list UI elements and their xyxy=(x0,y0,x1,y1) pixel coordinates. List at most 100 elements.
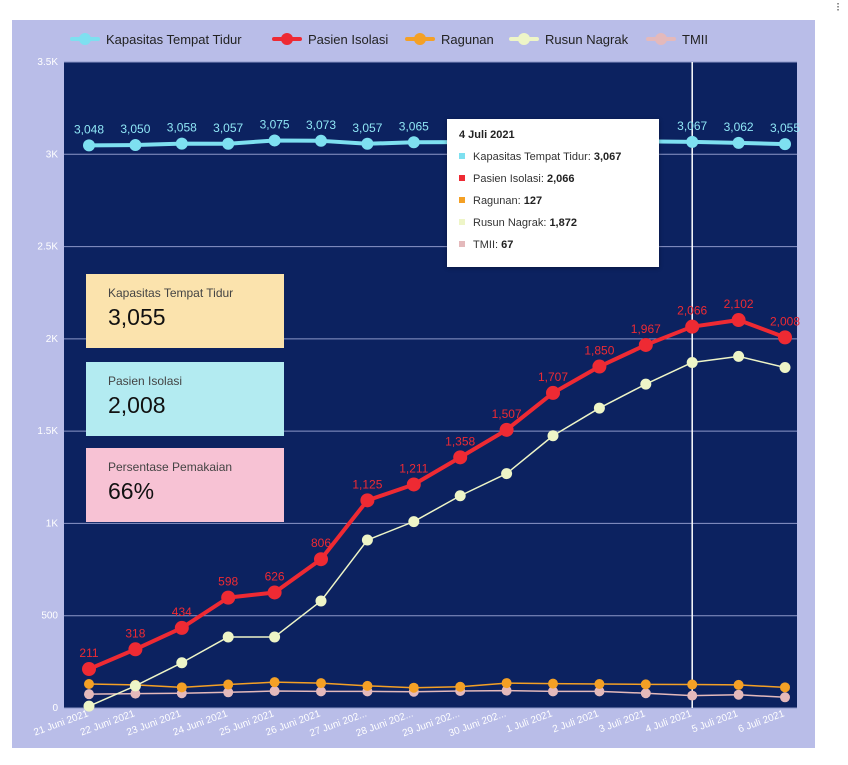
data-label: 2,066 xyxy=(677,304,707,318)
data-point xyxy=(779,361,791,373)
data-label: 3,075 xyxy=(260,117,290,131)
data-point xyxy=(732,136,745,149)
data-label: 3,057 xyxy=(352,121,382,135)
scorecard-label: Pasien Isolasi xyxy=(108,374,183,388)
data-label: 3,055 xyxy=(770,121,800,135)
data-label: 598 xyxy=(218,575,238,589)
data-label: 3,057 xyxy=(213,121,243,135)
data-label: 1,967 xyxy=(631,322,661,336)
data-point xyxy=(687,690,698,701)
data-point xyxy=(408,516,420,528)
data-point xyxy=(269,677,280,688)
y-tick-label: 3K xyxy=(46,149,59,160)
data-point xyxy=(593,402,605,414)
legend-swatch-marker xyxy=(414,33,426,45)
legend-swatch-marker xyxy=(281,33,293,45)
data-point xyxy=(175,137,188,150)
scorecard-value: 3,055 xyxy=(108,304,166,330)
x-tick-label: 5 Juli 2021 xyxy=(690,708,740,735)
tooltip-row-label: Rusun Nagrak: xyxy=(473,217,550,229)
data-point xyxy=(315,595,327,607)
data-point xyxy=(779,138,791,151)
data-label: 3,067 xyxy=(677,119,707,133)
y-tick-label: 2K xyxy=(46,334,59,345)
data-point xyxy=(640,688,651,699)
legend-swatch-marker xyxy=(518,33,530,45)
top-bar: ⁝ xyxy=(0,0,848,18)
series-swatch xyxy=(459,153,465,160)
tooltip-row: Kapasitas Tempat Tidur: 3,067 xyxy=(459,150,621,164)
data-point xyxy=(222,631,234,643)
data-point xyxy=(408,682,419,693)
scorecard-kapasitas[interactable]: Kapasitas Tempat Tidur 3,055 xyxy=(86,274,284,348)
y-tick-label: 0 xyxy=(52,703,58,714)
tooltip-row-value: 1,872 xyxy=(549,217,577,229)
data-point xyxy=(455,681,466,692)
data-label: 2,008 xyxy=(770,314,800,328)
legend-item: Pasien Isolasi xyxy=(308,32,388,47)
data-point xyxy=(84,679,94,690)
tooltip-row-label: TMII: xyxy=(473,239,502,251)
data-label: 318 xyxy=(125,626,145,640)
data-label: 1,707 xyxy=(538,370,568,384)
data-point xyxy=(501,678,512,689)
data-point xyxy=(315,134,327,147)
scorecard-pasien[interactable]: Pasien Isolasi 2,008 xyxy=(86,362,284,436)
data-point xyxy=(407,136,420,149)
series-line xyxy=(88,318,786,671)
data-point xyxy=(362,680,373,691)
bottom-bar xyxy=(0,749,848,765)
tooltip-row-value: 2,066 xyxy=(546,173,575,185)
tooltip-row: Rusun Nagrak: 1,872 xyxy=(459,216,577,230)
data-point xyxy=(548,678,558,689)
data-point xyxy=(221,590,236,605)
data-point xyxy=(501,468,513,480)
x-tick-label: 4 Juli 2021 xyxy=(644,708,694,735)
data-label: 1,507 xyxy=(492,407,522,421)
data-point xyxy=(546,385,560,400)
data-point xyxy=(640,378,652,390)
data-label: 3,062 xyxy=(724,120,754,134)
scorecard-label: Kapasitas Tempat Tidur xyxy=(108,286,234,300)
data-point xyxy=(778,330,792,345)
more-options-icon[interactable]: ⁝ xyxy=(836,0,840,14)
scorecard-persentase[interactable]: Persentase Pemakaian 66% xyxy=(86,448,284,522)
data-point xyxy=(594,679,605,690)
legend-swatch-marker xyxy=(79,33,91,45)
data-label: 211 xyxy=(79,646,98,660)
y-tick-label: 1.5K xyxy=(37,426,58,437)
data-point xyxy=(454,490,466,502)
legend-item: TMII xyxy=(682,32,708,47)
tooltip-row: Pasien Isolasi: 2,066 xyxy=(459,172,575,186)
tooltip-row-value: 127 xyxy=(523,195,543,207)
data-label: 1,211 xyxy=(399,461,428,475)
data-point xyxy=(780,682,790,693)
data-point xyxy=(223,679,234,690)
data-label: 3,058 xyxy=(167,121,197,135)
data-point xyxy=(548,686,558,697)
data-label: 3,065 xyxy=(399,119,429,133)
data-point xyxy=(453,450,468,465)
x-tick-label: 2 Juli 2021 xyxy=(551,708,601,735)
data-point xyxy=(267,585,282,600)
series-line xyxy=(88,138,786,148)
data-label: 1,850 xyxy=(584,344,614,358)
series-swatch xyxy=(459,197,465,204)
series-line xyxy=(88,355,786,707)
y-tick-label: 500 xyxy=(41,611,58,622)
tooltip-row-value: 67 xyxy=(501,239,514,251)
x-tick-label: 1 Juli 2021 xyxy=(505,708,555,735)
tooltip-row: Ragunan: 127 xyxy=(459,194,542,208)
data-point xyxy=(638,337,653,352)
data-point xyxy=(129,139,142,152)
tooltip-row-label: Kapasitas Tempat Tidur: xyxy=(473,151,594,163)
data-point xyxy=(129,680,141,692)
y-tick-label: 1K xyxy=(46,518,59,529)
data-point xyxy=(316,686,326,697)
series-line xyxy=(88,681,786,689)
data-point xyxy=(406,477,421,492)
data-label: 3,050 xyxy=(120,122,150,136)
legend-swatch-marker xyxy=(655,33,667,45)
tooltip-title: 4 Juli 2021 xyxy=(459,129,515,141)
